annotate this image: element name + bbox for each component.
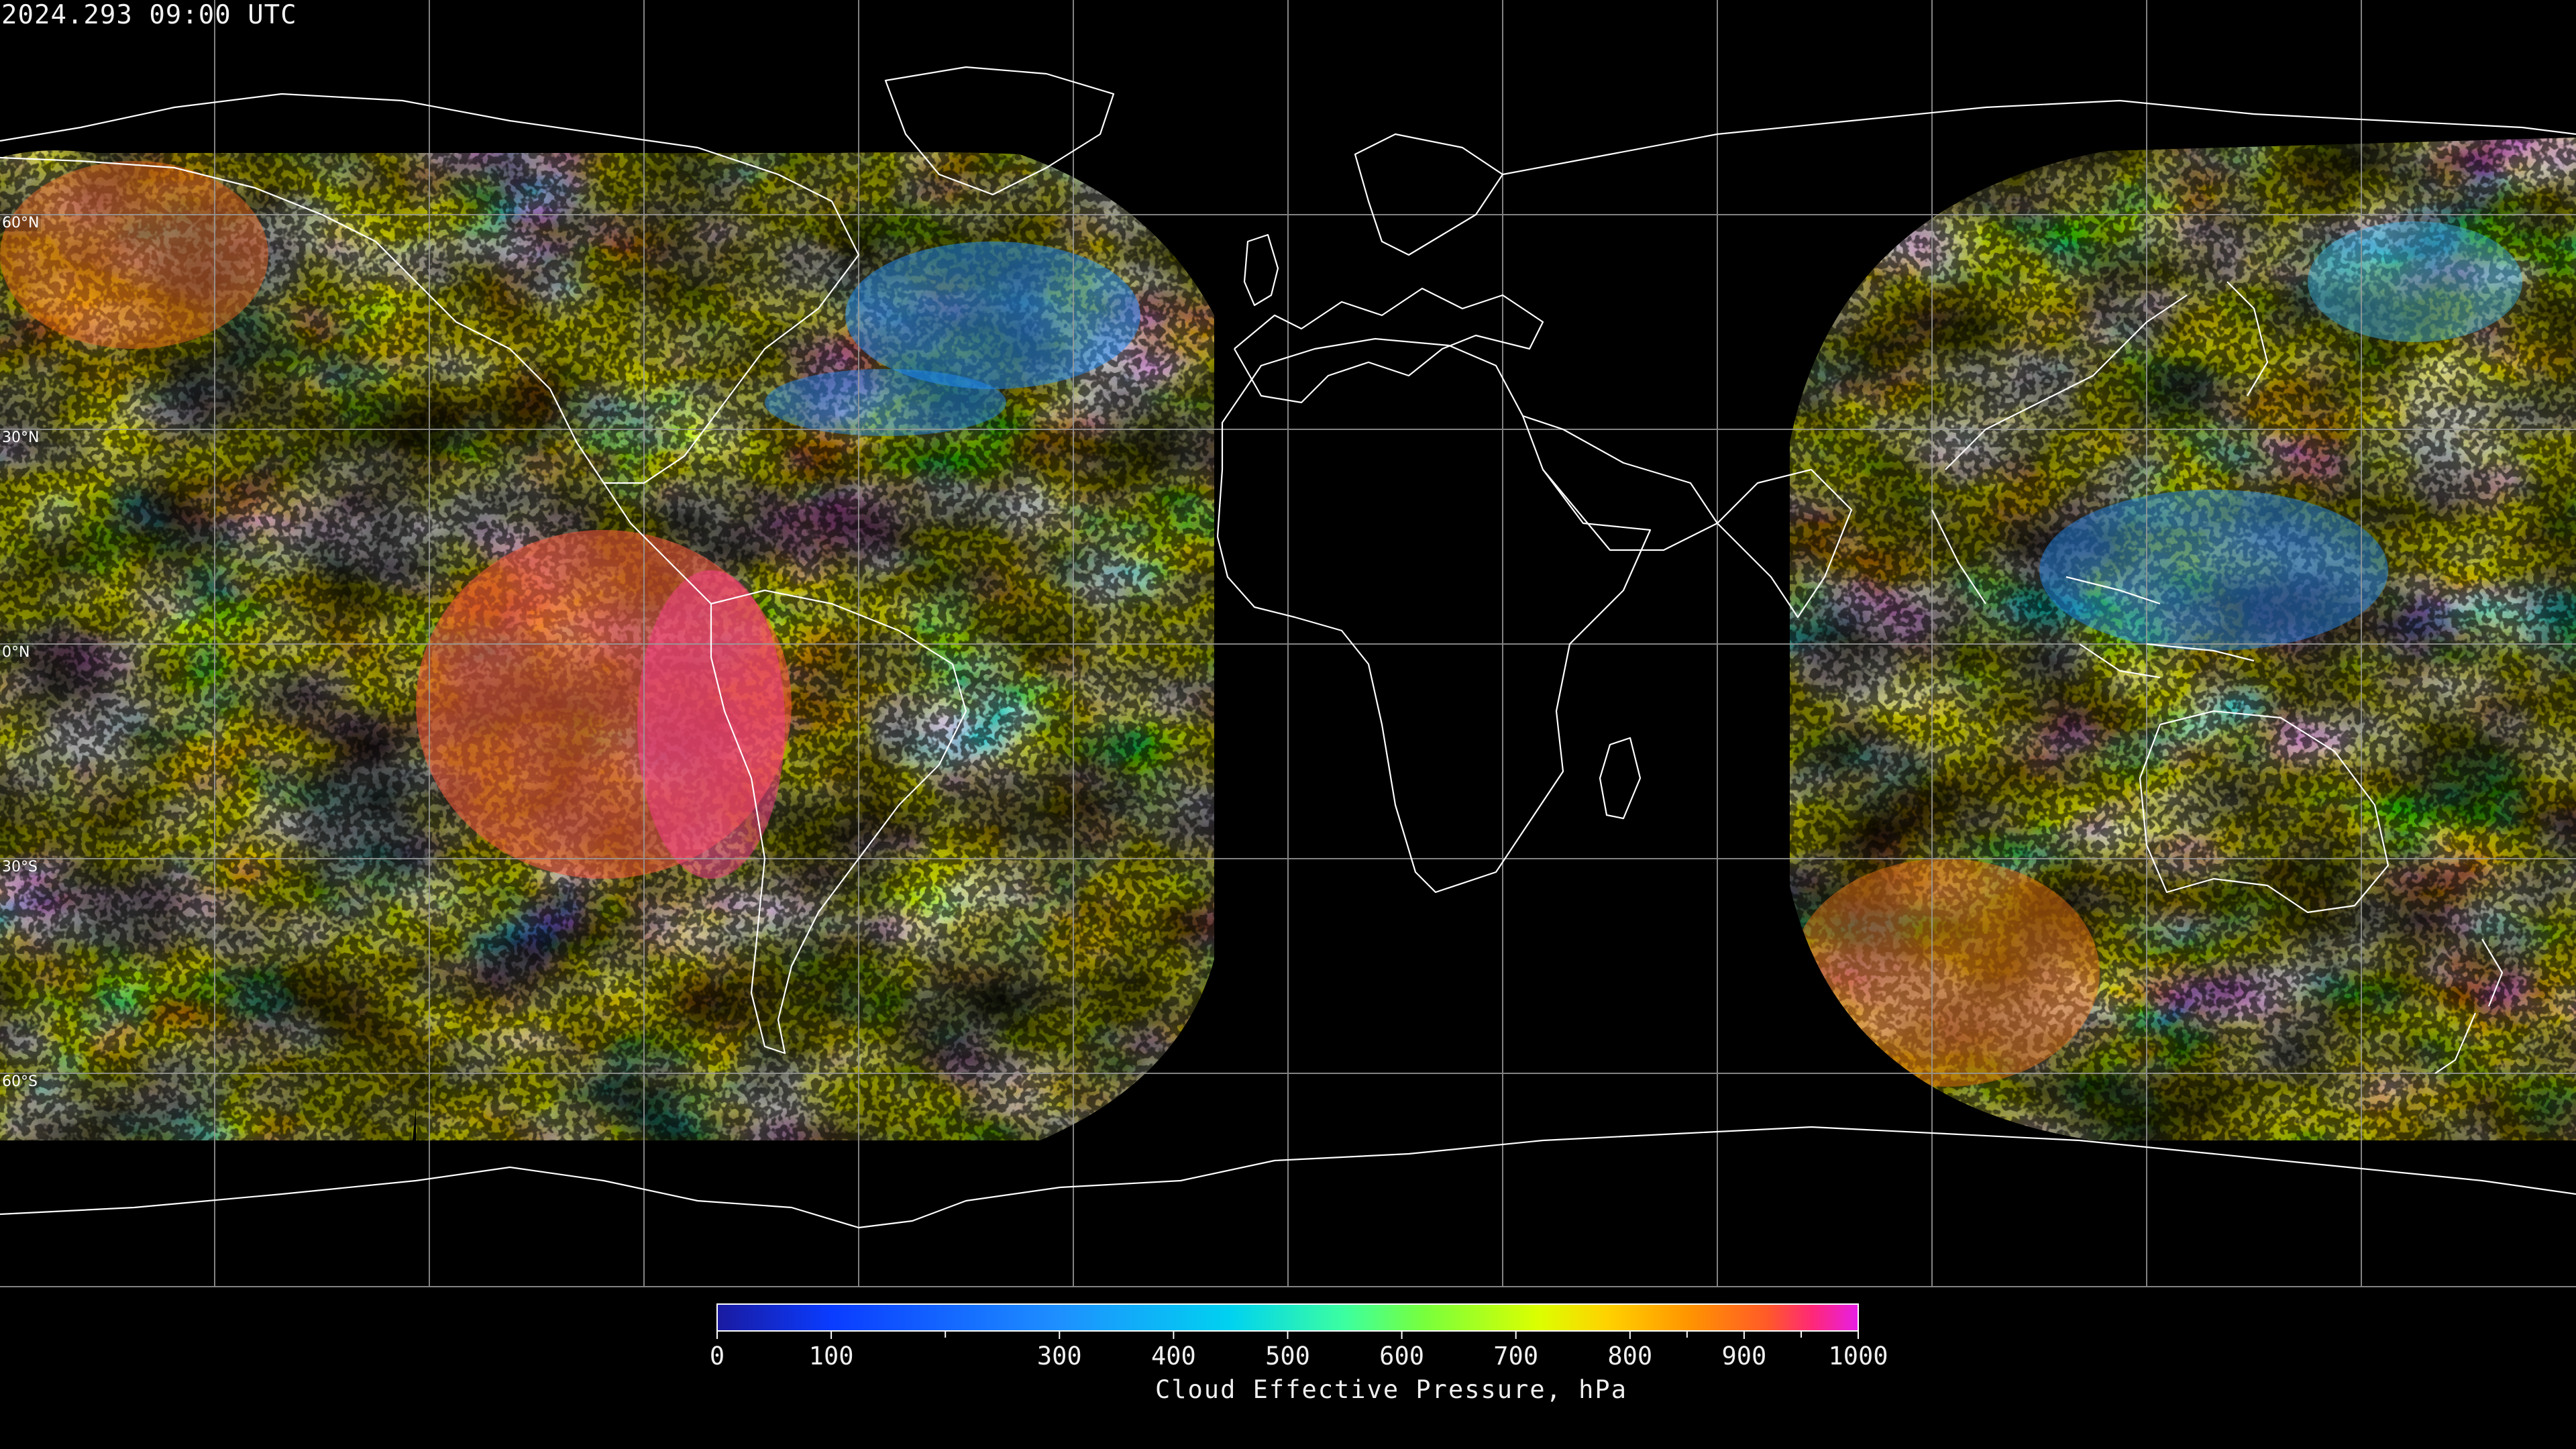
colorbar-title: Cloud Effective Pressure, hPa [1155,1375,1627,1404]
lat-label-60n: 60°N [0,215,42,231]
colorbar-tick-label: 600 [1379,1342,1425,1371]
colorbar-tick-label: 500 [1265,1342,1310,1371]
colorbar-tick-label: 300 [1036,1342,1082,1371]
colorbar-tick-label: 100 [808,1342,854,1371]
lat-label-30n: 30°N [0,429,42,446]
colorbar [716,1303,1859,1339]
lat-label-30s: 30°S [0,859,40,875]
colorbar-tick-label: 400 [1150,1342,1196,1371]
colorbar-tick-label: 1000 [1828,1342,1888,1371]
timestamp: 2024.293 09:00 UTC [1,0,297,30]
colorbar-tick-label: 800 [1607,1342,1653,1371]
right-satellite-swath [1790,138,2576,1140]
coastlines [0,66,2576,1229]
left-satellite-swath [0,150,1214,1141]
colorbar-tick-label: 0 [709,1342,725,1371]
colorbar-ticks [716,1331,1859,1339]
lat-label-0n: 0°N [0,644,32,661]
colorbar-tick-label: 900 [1721,1342,1767,1371]
colorbar-tick-label: 700 [1493,1342,1539,1371]
lat-label-60s: 60°S [0,1073,40,1090]
colorbar-gradient [716,1303,1859,1332]
